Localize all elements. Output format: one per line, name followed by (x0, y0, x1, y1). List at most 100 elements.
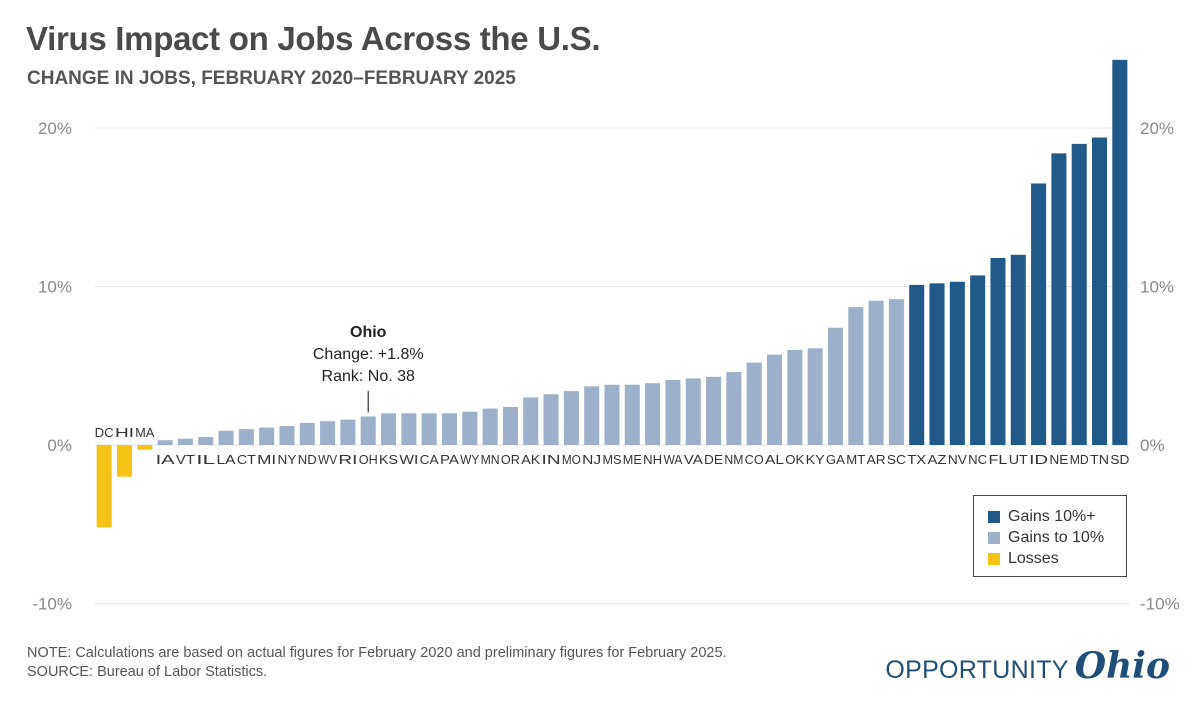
footnote: NOTE: Calculations are based on actual f… (27, 644, 727, 682)
bar-mo (563, 391, 579, 445)
bar-nh (645, 383, 661, 445)
bar-de (706, 376, 722, 445)
category-label-de: DE (704, 453, 723, 467)
bar-tx (909, 284, 925, 445)
bar-il (198, 437, 214, 445)
y-tick-label-left: 0% (47, 436, 72, 455)
bar-me (624, 384, 640, 445)
bar-oh (360, 416, 376, 445)
bar-vt (177, 438, 193, 445)
legend-swatch (988, 531, 1000, 544)
y-tick-label-left: -10% (32, 595, 72, 614)
logo-script: Ohio (1074, 645, 1170, 687)
category-label-il: IL (196, 453, 215, 467)
category-label-mt: MT (846, 453, 865, 467)
category-label-nm: NM (724, 453, 743, 467)
bar-nm (726, 372, 742, 445)
category-label-or: OR (501, 453, 520, 467)
chart-title: Virus Impact on Jobs Across the U.S. (26, 20, 601, 57)
category-label-tx: TX (907, 453, 927, 467)
category-label-ga: GA (826, 453, 846, 467)
legend-swatch (988, 510, 1000, 523)
bar-mt (848, 307, 864, 445)
category-label-md: MD (1070, 453, 1089, 467)
annotation-rank: Rank: No. 38 (322, 368, 415, 385)
category-label-nd: ND (298, 453, 317, 467)
category-label-dc: DC (95, 426, 114, 440)
category-label-ca: CA (420, 453, 440, 467)
legend-label: Gains to 10% (1008, 528, 1105, 546)
bar-md (1071, 143, 1087, 445)
y-tick-label-left: 10% (38, 278, 72, 297)
bar-ar (868, 300, 884, 445)
bar-al (766, 354, 783, 445)
category-label-sc: SC (887, 453, 906, 467)
category-label-az: AZ (928, 453, 947, 467)
category-label-la: LA (217, 453, 237, 467)
legend-item-losses: Losses (988, 548, 1126, 569)
category-label-tn: TN (1090, 453, 1109, 467)
category-label-ny: NY (277, 453, 297, 467)
bar-mn (482, 408, 498, 445)
category-label-nh: NH (643, 453, 662, 467)
legend-item-gains-to-10: Gains to 10% (988, 527, 1126, 548)
y-tick-label-left: 20% (38, 119, 72, 138)
bar-in (543, 394, 559, 445)
category-label-ky: KY (806, 453, 826, 467)
bar-mi (259, 427, 275, 445)
bar-wy (462, 411, 478, 445)
bar-sc (888, 299, 904, 445)
category-label-wa: WA (663, 453, 683, 467)
bar-co (746, 362, 762, 445)
bar-or (502, 406, 518, 445)
bar-ut (1010, 254, 1026, 445)
category-label-vt: VT (176, 453, 195, 467)
bar-ms (604, 384, 620, 445)
bar-wv (320, 421, 336, 445)
category-label-me: ME (623, 453, 642, 467)
category-label-ma: MA (135, 426, 155, 440)
chart-subtitle: CHANGE IN JOBS, FEBRUARY 2020–FEBRUARY 2… (27, 68, 516, 89)
category-label-ri: RI (338, 453, 357, 467)
bar-sd (1112, 59, 1128, 445)
annotation-title: Ohio (350, 324, 387, 341)
legend-swatch (988, 552, 1000, 565)
bar-id (1031, 183, 1047, 445)
category-label-ok: OK (785, 453, 805, 467)
bar-ia (157, 440, 173, 445)
y-tick-label-right: 20% (1140, 119, 1174, 138)
category-label-fl: FL (988, 453, 1007, 467)
category-label-ut: UT (1009, 453, 1028, 467)
category-label-hi: HI (115, 426, 134, 440)
category-label-mn: MN (481, 453, 500, 467)
category-label-nj: NJ (582, 453, 601, 467)
bar-la (218, 430, 234, 445)
category-label-id: ID (1029, 453, 1048, 467)
bar-wa (665, 380, 681, 445)
bar-pa (441, 413, 458, 445)
category-label-ne: NE (1049, 453, 1068, 467)
bar-ca (421, 413, 437, 445)
logo-word: OPPORTUNITY (885, 656, 1069, 684)
y-tick-label-right: 0% (1140, 436, 1165, 455)
bar-dc (96, 445, 112, 528)
category-label-ks: KS (379, 453, 398, 467)
source-text: SOURCE: Bureau of Labor Statistics. (27, 664, 268, 680)
bar-ak (523, 397, 539, 445)
category-label-va: VA (684, 453, 704, 467)
category-label-nc: NC (968, 453, 987, 467)
bar-nd (299, 422, 315, 445)
category-label-pa: PA (440, 453, 460, 467)
bar-az (929, 283, 945, 445)
category-label-oh: OH (359, 453, 378, 467)
bar-wi (401, 413, 417, 445)
bar-ga (827, 327, 843, 445)
bar-nc (970, 275, 986, 445)
bar-ok (787, 349, 803, 445)
y-tick-label-right: -10% (1140, 595, 1180, 614)
annotation-change: Change: +1.8% (313, 346, 424, 363)
bar-nv (949, 281, 965, 445)
category-label-al: AL (765, 453, 784, 467)
bar-ny (279, 425, 295, 445)
